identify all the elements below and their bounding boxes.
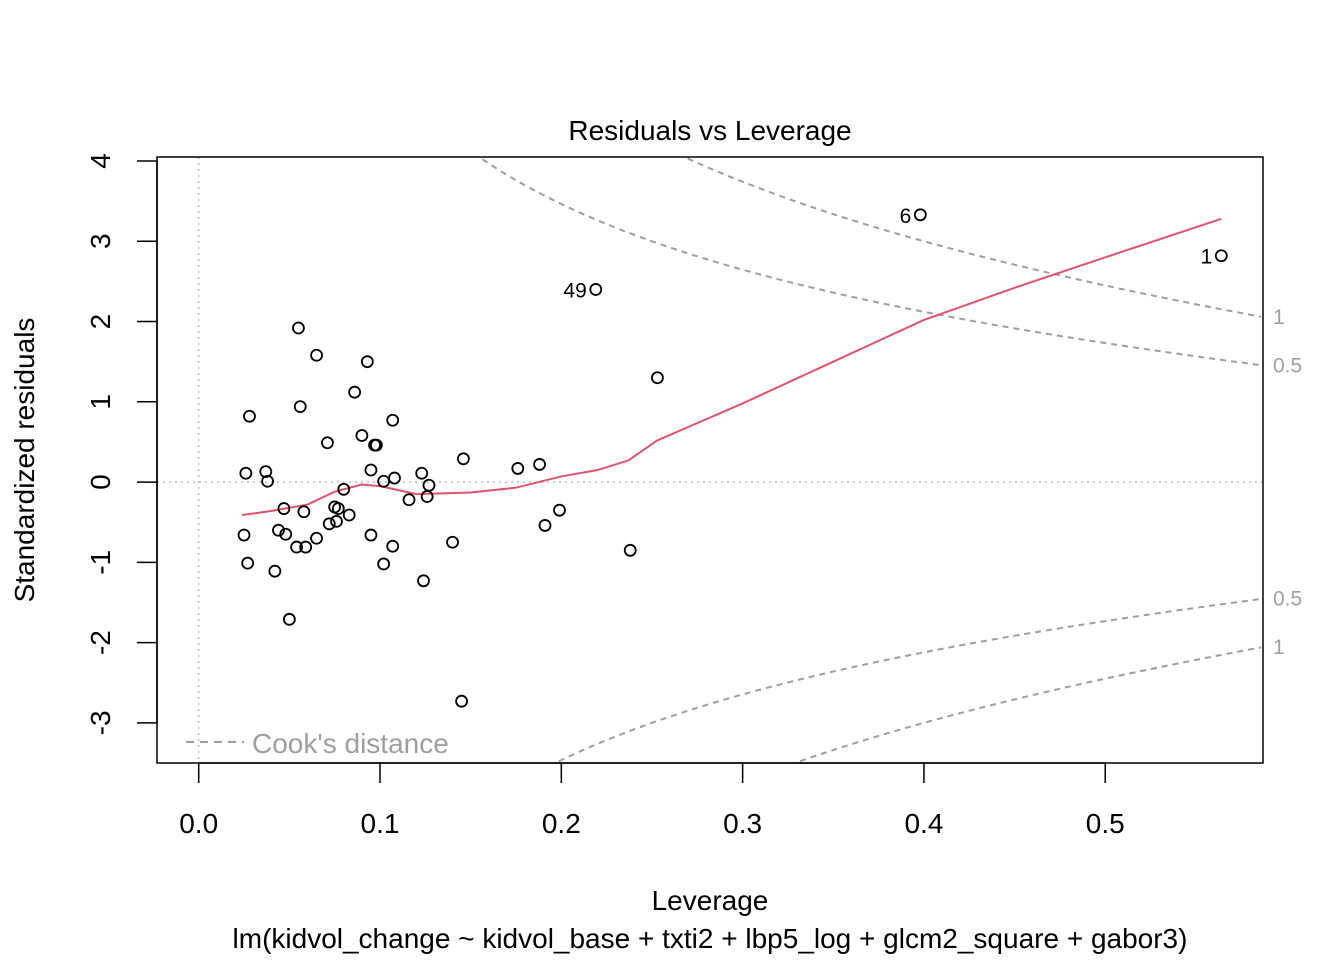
data-point <box>322 517 336 531</box>
smooth-line <box>242 217 1222 516</box>
data-point <box>268 564 282 578</box>
x-axis: 0.0 0.1 0.2 0.3 0.4 0.5 <box>179 762 1125 839</box>
y-tick-label: 0 <box>85 474 116 490</box>
data-point <box>241 556 255 570</box>
data-point <box>388 471 401 485</box>
smooth-trend-line <box>242 217 1222 516</box>
data-point <box>446 535 459 549</box>
x-tick-label: 0.2 <box>542 808 581 839</box>
data-point <box>386 413 400 427</box>
cook-contour-labels: 0.5 0.5 1 1 <box>1273 306 1302 659</box>
chart-title: Residuals vs Leverage <box>568 115 851 146</box>
data-point <box>386 539 400 553</box>
x-tick-label: 0.4 <box>904 808 943 839</box>
data-point <box>377 557 391 571</box>
data-point <box>455 694 469 708</box>
data-points <box>237 208 1228 708</box>
data-point <box>290 540 304 554</box>
cook-contour-label: 1 <box>1273 636 1285 659</box>
data-point <box>1214 249 1228 263</box>
data-point <box>299 540 313 554</box>
data-point <box>272 523 285 537</box>
cook-contour-label: 0.5 <box>1273 588 1302 611</box>
legend-label: Cook's distance <box>252 728 449 759</box>
cook-contour-lower-1 <box>791 646 1262 763</box>
data-point <box>297 505 311 519</box>
cook-contour-label: 1 <box>1273 306 1285 329</box>
data-point <box>282 612 296 626</box>
data-point <box>417 574 430 588</box>
data-point <box>237 528 251 542</box>
data-point <box>457 452 470 466</box>
legend: Cook's distance <box>186 728 449 759</box>
data-point <box>364 463 378 477</box>
data-point <box>369 438 383 452</box>
data-point <box>355 429 369 442</box>
data-point <box>293 400 307 414</box>
data-point <box>243 409 256 423</box>
y-tick-label: -2 <box>85 630 116 655</box>
y-tick-label: -1 <box>85 550 116 575</box>
point-labels: 49 6 1 <box>563 205 1212 303</box>
cook-contour-upper-1 <box>681 157 1262 318</box>
reference-lines <box>157 157 1263 763</box>
point-label: 49 <box>563 279 586 302</box>
data-point <box>623 543 637 557</box>
data-point <box>589 283 603 296</box>
point-label: 6 <box>900 205 912 228</box>
chart-subtitle: lm(kidvol_change ~ kidvol_base + txti2 +… <box>233 923 1188 954</box>
point-label: 1 <box>1201 246 1213 269</box>
y-axis-label: Standardized residuals <box>9 318 40 603</box>
x-tick-label: 0.0 <box>179 808 218 839</box>
data-point <box>651 371 664 385</box>
y-axis: -3 -2 -1 0 1 2 3 4 <box>85 153 158 735</box>
data-point <box>913 208 927 222</box>
data-point <box>310 531 323 545</box>
data-point <box>364 528 378 542</box>
y-tick-label: 4 <box>85 153 116 169</box>
y-tick-label: 2 <box>85 314 116 330</box>
x-tick-label: 0.5 <box>1086 808 1125 839</box>
data-point <box>402 493 416 507</box>
data-point <box>310 348 323 362</box>
x-tick-label: 0.3 <box>723 808 762 839</box>
data-point <box>533 458 546 471</box>
data-point <box>239 466 253 480</box>
data-point <box>342 508 356 522</box>
data-point <box>415 466 429 480</box>
x-axis-label: Leverage <box>652 885 769 916</box>
data-point <box>279 527 293 541</box>
y-tick-label: 1 <box>85 394 116 410</box>
cook-contour-lower-0.5 <box>553 597 1262 763</box>
data-point <box>337 482 351 496</box>
data-point <box>420 490 434 503</box>
data-point <box>277 502 291 515</box>
cook-contours <box>477 157 1262 763</box>
data-point <box>553 503 566 517</box>
data-point <box>321 436 334 450</box>
data-point <box>330 515 343 528</box>
x-tick-label: 0.1 <box>361 808 400 839</box>
data-point <box>511 462 525 475</box>
cook-contour-label: 0.5 <box>1273 354 1302 377</box>
data-point <box>292 321 305 335</box>
data-point <box>538 519 552 532</box>
data-point <box>360 355 374 369</box>
data-point <box>261 474 275 488</box>
y-tick-label: 3 <box>85 233 116 249</box>
data-point <box>259 465 273 479</box>
data-point <box>331 502 345 515</box>
data-point <box>348 385 362 399</box>
cook-contour-upper-0.5 <box>477 157 1262 367</box>
y-tick-label: -3 <box>85 710 116 735</box>
